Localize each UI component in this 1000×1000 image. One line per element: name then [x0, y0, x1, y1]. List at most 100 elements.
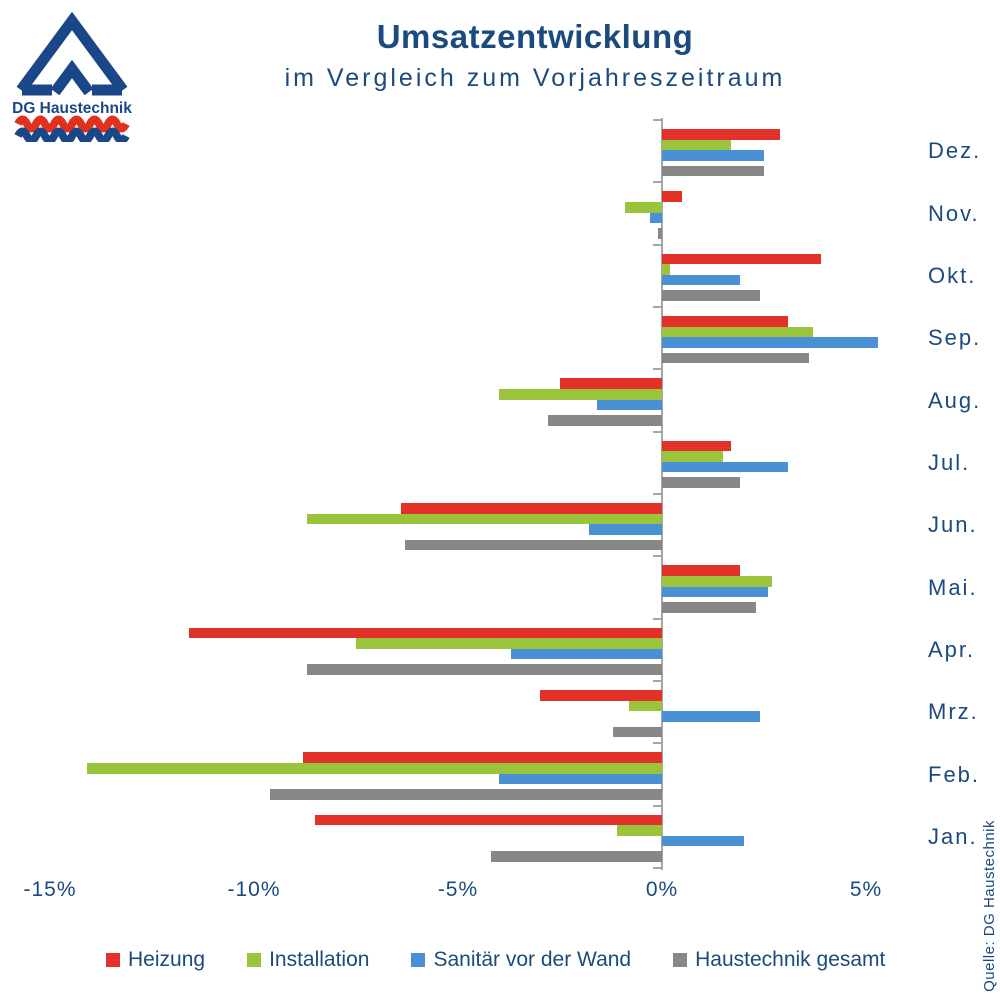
legend-swatch-haustechnik-gesamt-icon — [673, 953, 688, 967]
bar-sanit-r-vor-der-wand-sep — [662, 337, 879, 348]
bar-installation-nov — [625, 201, 662, 213]
bar-heizung-okt — [662, 253, 822, 265]
chart-legend: Heizung Installation Sanitär vor der Wand H… — [106, 948, 885, 972]
bar-haustechnik-gesamt-okt — [662, 290, 760, 301]
legend-swatch-installation-icon — [247, 953, 262, 967]
category-label-apr: Apr. — [928, 636, 976, 662]
category-label-mrz: Mrz. — [928, 699, 979, 725]
svg-text:DG Haustechnik: DG Haustechnik — [12, 100, 132, 117]
bar-installation-mrz — [629, 700, 662, 712]
x-tick-label-5: 5% — [849, 878, 883, 901]
bar-heizung-aug — [560, 378, 662, 389]
category-label-nov: Nov. — [928, 200, 980, 226]
x-tick-label-15: -15% — [23, 878, 77, 901]
bar-haustechnik-gesamt-jan — [490, 851, 662, 862]
bar-haustechnik-gesamt-dez — [662, 165, 764, 177]
page-title: Umsatzentwicklung — [376, 18, 694, 55]
category-label-feb: Feb. — [928, 761, 981, 787]
bar-haustechnik-gesamt-apr — [307, 664, 662, 675]
category-label-mai: Mai. — [928, 574, 978, 600]
bar-heizung-mrz — [539, 690, 662, 701]
legend-item-installation: Installation — [247, 948, 369, 972]
category-label-jul: Jul. — [928, 449, 971, 475]
axis-tick — [653, 555, 661, 558]
bar-installation-okt — [662, 264, 671, 275]
category-label-sep: Sep. — [928, 325, 982, 351]
bar-heizung-mai — [662, 565, 740, 576]
bar-haustechnik-gesamt-aug — [547, 414, 662, 426]
legend-swatch-sanit-r-vor-der-wand-icon — [411, 953, 426, 967]
x-tick-label-10: -10% — [227, 878, 281, 901]
bar-haustechnik-gesamt-jul — [662, 477, 740, 488]
bar-sanit-r-vor-der-wand-feb — [498, 773, 662, 785]
bar-haustechnik-gesamt-nov — [657, 227, 662, 239]
category-label-jan: Jan. — [928, 823, 978, 849]
bar-haustechnik-gesamt-sep — [662, 352, 809, 364]
bar-heizung-apr — [188, 627, 662, 639]
bar-sanit-r-vor-der-wand-apr — [511, 648, 662, 660]
bar-sanit-r-vor-der-wand-aug — [596, 399, 662, 411]
chart-header: Umsatzentwicklung im Vergleich zum Vorja… — [70, 18, 1000, 93]
legend-label-haustechnik-gesamt: Haustechnik gesamt — [695, 948, 886, 971]
legend-label-heizung: Heizung — [128, 948, 206, 971]
axis-tick — [653, 680, 661, 682]
bar-sanit-r-vor-der-wand-okt — [662, 274, 740, 286]
bar-heizung-sep — [662, 316, 789, 327]
bar-sanit-r-vor-der-wand-mai — [662, 586, 769, 598]
bar-haustechnik-gesamt-mai — [662, 601, 756, 613]
category-label-jun: Jun. — [928, 512, 978, 538]
axis-tick — [653, 493, 661, 495]
bar-haustechnik-gesamt-jun — [404, 539, 662, 551]
bar-sanit-r-vor-der-wand-jun — [588, 524, 662, 535]
bar-sanit-r-vor-der-wand-nov — [649, 212, 662, 224]
x-tick-label-5: -5% — [437, 878, 479, 901]
axis-tick — [653, 243, 661, 246]
axis-tick — [653, 306, 661, 308]
bar-installation-jun — [307, 513, 662, 525]
bar-chart-plot-area: Dez. Nov. Okt. Sep. Aug. Jul. Jun. Mai. Apr. Mrz.… — [23, 118, 979, 901]
bar-installation-jul — [662, 451, 724, 462]
legend-label-installation: Installation — [269, 948, 370, 971]
category-label-aug: Aug. — [928, 387, 982, 413]
axis-tick — [653, 804, 661, 807]
legend-label-sanit-r-vor-der-wand: Sanitär vor der Wand — [433, 948, 632, 971]
bar-heizung-nov — [662, 191, 683, 202]
bar-heizung-jul — [662, 440, 732, 452]
bar-installation-apr — [356, 638, 662, 649]
bar-installation-mai — [662, 575, 773, 587]
bar-sanit-r-vor-der-wand-jul — [662, 461, 789, 473]
bar-heizung-jan — [315, 814, 662, 826]
page-subtitle: im Vergleich zum Vorjahreszeitraum — [284, 64, 786, 92]
bar-installation-feb — [86, 762, 662, 774]
axis-tick — [653, 181, 661, 184]
legend-item-heizung: Heizung — [106, 948, 205, 972]
bar-heizung-jun — [400, 503, 662, 514]
legend-swatch-heizung-icon — [106, 953, 120, 967]
bar-sanit-r-vor-der-wand-dez — [662, 150, 764, 161]
category-label-okt: Okt. — [928, 262, 977, 288]
bar-sanit-r-vor-der-wand-jan — [662, 835, 744, 847]
axis-tick — [653, 368, 661, 371]
dg-haustechnik-logo: DG Haustechnik — [8, 10, 140, 145]
source-note: Quelle: DG Haustechnik — [981, 820, 998, 992]
bar-haustechnik-gesamt-mrz — [613, 726, 662, 738]
bar-installation-sep — [662, 326, 813, 338]
axis-tick — [653, 119, 661, 121]
axis-tick — [653, 430, 661, 433]
axis-tick — [653, 617, 661, 620]
x-tick-label-0: 0% — [645, 878, 679, 901]
bar-installation-aug — [498, 388, 662, 400]
category-label-dez: Dez. — [928, 138, 982, 164]
logo-roof-waves-icon: DG Haustechnik — [12, 11, 132, 145]
legend-item-haustechnik-gesamt: Haustechnik gesamt — [673, 948, 885, 972]
legend-item-sanit-r-vor-der-wand: Sanitär vor der Wand — [411, 948, 631, 972]
bar-installation-dez — [662, 139, 732, 151]
axis-tick — [653, 867, 661, 869]
bar-sanit-r-vor-der-wand-mrz — [662, 711, 760, 722]
bar-heizung-feb — [302, 752, 662, 763]
y-axis-line — [661, 118, 663, 870]
bar-installation-jan — [617, 825, 662, 836]
axis-tick — [653, 742, 661, 745]
bar-heizung-dez — [662, 129, 781, 140]
bar-haustechnik-gesamt-feb — [270, 788, 662, 800]
